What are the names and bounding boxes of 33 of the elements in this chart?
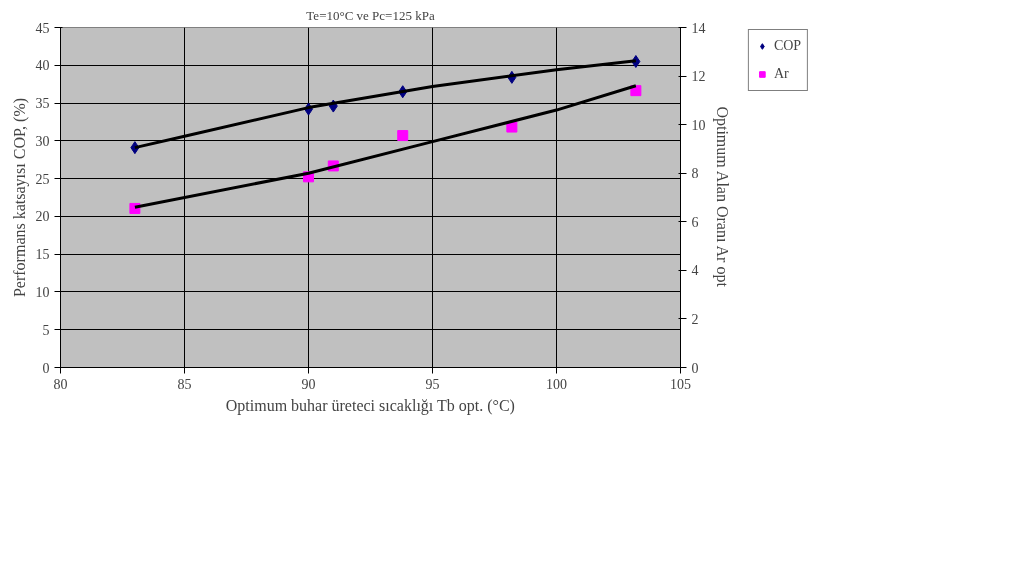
legend-label: COP [773, 38, 802, 54]
y2-tick-label: 0 [691, 360, 699, 376]
y-tick-label: 15 [35, 247, 50, 263]
chart-title: Te=10°C ve Pc=125 kPa [306, 7, 435, 23]
x-tick-label: 100 [546, 376, 567, 392]
y-tick-label: 45 [35, 20, 50, 36]
y-tick-label: 30 [35, 133, 50, 149]
y2-tick-label: 2 [691, 311, 699, 327]
y-tick-label: 5 [42, 322, 50, 338]
x-tick-label: 80 [53, 376, 68, 392]
y2-tick-label: 12 [691, 69, 706, 85]
y2-tick-label: 10 [691, 117, 706, 133]
y-tick-label: 10 [35, 284, 50, 300]
point [397, 130, 409, 142]
y2-tick-label: 8 [691, 166, 699, 182]
x-tick-label: 90 [301, 376, 316, 392]
y-tick-label: 40 [35, 58, 50, 74]
y-tick-label: 35 [35, 96, 50, 112]
y-tick-label: 25 [35, 171, 50, 187]
point [630, 85, 642, 97]
y2-tick-label: 14 [691, 20, 706, 36]
point [506, 121, 518, 133]
y2-tick-label: 4 [691, 263, 699, 279]
legend-label: Ar [773, 66, 790, 82]
y-tick-label: 20 [35, 209, 50, 225]
x-tick-label: 85 [177, 376, 192, 392]
y-tick-label: 0 [42, 360, 50, 376]
y2-axis-title: Optimum Alan Oranı Ar opt [712, 106, 731, 288]
x-tick-label: 105 [670, 376, 691, 392]
y2-tick-label: 6 [691, 214, 699, 230]
x-axis-title: Optimum buhar üreteci sıcaklığı Tb opt. (°C) [225, 396, 515, 415]
x-tick-label: 95 [425, 376, 440, 392]
y-axis-title: Performans katsayısı COP, (%) [10, 97, 29, 298]
